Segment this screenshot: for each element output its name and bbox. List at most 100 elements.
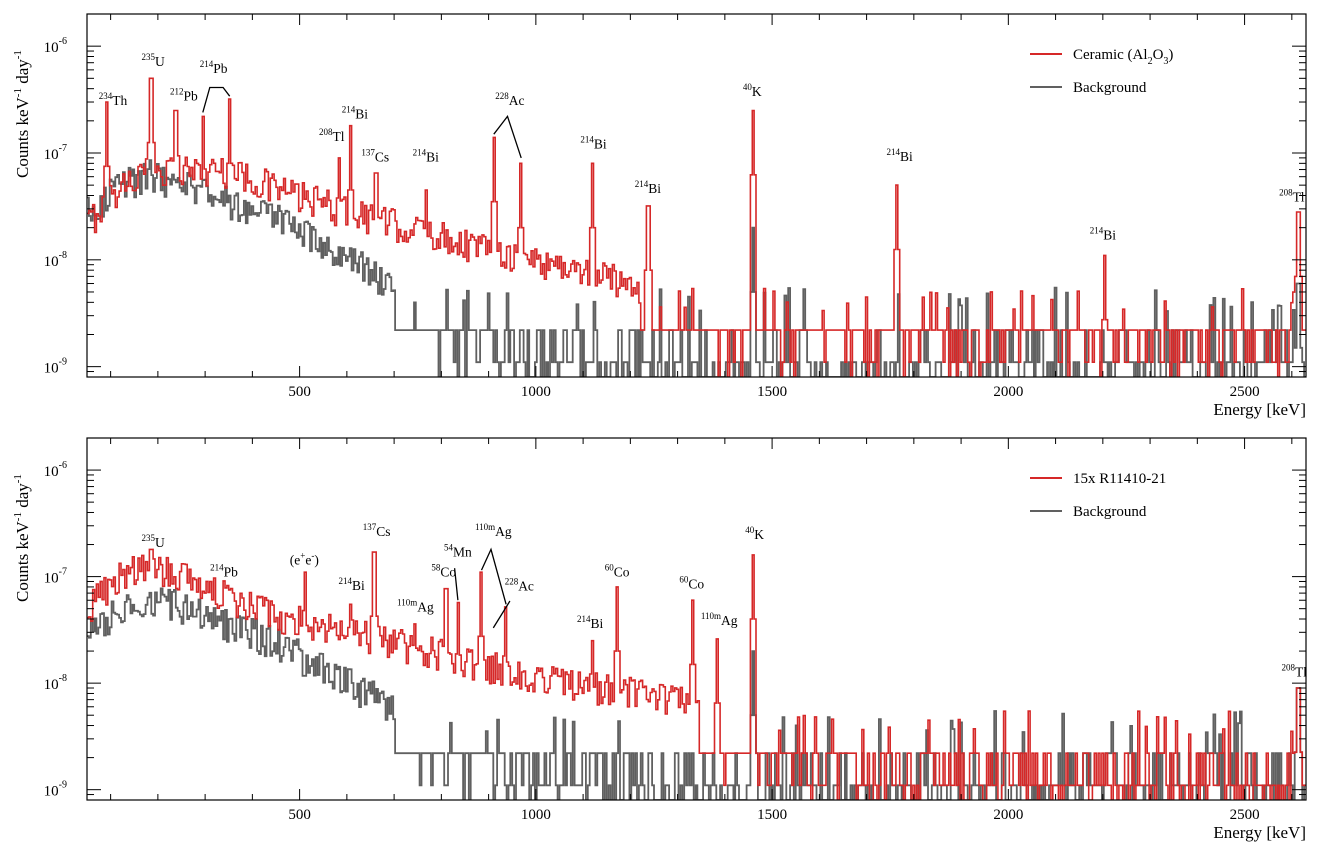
ann-iso: 40 bbox=[743, 82, 753, 92]
legend-part: O bbox=[1153, 47, 1164, 63]
y-tick-label-exp: -9 bbox=[59, 780, 67, 791]
x-tick-label: 500 bbox=[288, 807, 311, 823]
ann-element: Bi bbox=[426, 150, 439, 165]
y-tick-label: 10-7 bbox=[44, 143, 67, 163]
y-tick-label: 10-8 bbox=[44, 250, 67, 270]
legend-part: Background bbox=[1073, 504, 1147, 520]
peak-label: (e+e-) bbox=[290, 550, 319, 567]
peak-label: 54Mn bbox=[444, 542, 472, 559]
peak-label: 110mAg bbox=[397, 598, 434, 615]
y-tick-label-base: 10 bbox=[44, 254, 59, 270]
ann-iso: 228 bbox=[505, 577, 519, 587]
x-tick-label: 2000 bbox=[993, 807, 1023, 823]
x-axis-title: Energy [keV] bbox=[1213, 400, 1306, 419]
ann-element: Co bbox=[688, 577, 704, 592]
y-tick-label-base: 10 bbox=[44, 361, 59, 377]
ann-sup: - bbox=[311, 550, 314, 560]
ann-element: Bi bbox=[900, 149, 913, 164]
peak-label: 214Bi bbox=[887, 147, 914, 164]
y-tick-label-base: 10 bbox=[44, 571, 59, 587]
ann-element: Co bbox=[614, 565, 630, 580]
y-tick-label-exp: -9 bbox=[59, 357, 67, 368]
ann-element: Bi bbox=[355, 107, 368, 122]
peak-label: 212Pb bbox=[170, 86, 198, 103]
peak-label: 228Ac bbox=[495, 91, 524, 108]
y-tick-label-exp: -8 bbox=[59, 673, 67, 684]
y-tick-label-base: 10 bbox=[44, 40, 59, 56]
peak-label: 235U bbox=[142, 533, 166, 550]
ann-element: Bi bbox=[352, 578, 365, 593]
y-title-part: day bbox=[13, 59, 32, 88]
y-tick-label: 10-6 bbox=[44, 460, 67, 480]
ann-element: Bi bbox=[591, 616, 604, 631]
ann-iso: 214 bbox=[635, 179, 649, 189]
x-tick-label: 500 bbox=[288, 384, 311, 400]
y-tick-label-base: 10 bbox=[44, 784, 59, 800]
y-title-exp: -1 bbox=[12, 88, 24, 97]
ann-element: Pb bbox=[183, 88, 198, 103]
annotation-leader bbox=[453, 568, 459, 601]
peak-label: 208Tl bbox=[1279, 188, 1305, 205]
ann-iso: 208 bbox=[1281, 663, 1295, 673]
ann-element: Ag bbox=[417, 600, 434, 615]
ann-iso: 214 bbox=[887, 147, 901, 157]
y-tick-label-exp: -7 bbox=[59, 567, 67, 578]
ann-iso: 214 bbox=[338, 576, 352, 586]
ann-iso: 137 bbox=[363, 522, 377, 532]
x-axis-title: Energy [keV] bbox=[1213, 823, 1306, 842]
ann-iso: 40 bbox=[745, 525, 755, 535]
y-tick-label-base: 10 bbox=[44, 464, 59, 480]
ann-sup: + bbox=[300, 550, 305, 560]
annotation-leader bbox=[480, 547, 507, 605]
ann-iso: 137 bbox=[361, 148, 375, 158]
x-tick-label: 2500 bbox=[1230, 384, 1260, 400]
ann-element: Tl bbox=[332, 129, 344, 144]
x-tick-label: 1000 bbox=[521, 384, 551, 400]
peak-label: 214Pb bbox=[210, 563, 238, 580]
ann-element: U bbox=[155, 535, 165, 550]
ann-iso: 214 bbox=[200, 59, 214, 69]
ann-element: Pb bbox=[224, 565, 239, 580]
y-tick-label: 10-9 bbox=[44, 357, 67, 377]
peak-label: 40K bbox=[743, 82, 762, 99]
ann-part: (e bbox=[290, 552, 301, 567]
legend-part: 15x R11410-21 bbox=[1073, 471, 1166, 487]
ann-iso: 60 bbox=[605, 563, 615, 573]
ann-iso: 214 bbox=[210, 563, 224, 573]
ann-iso: 214 bbox=[580, 135, 594, 145]
ann-iso: 228 bbox=[495, 91, 509, 101]
ann-part: ) bbox=[314, 552, 319, 567]
peak-label: 214Bi bbox=[580, 135, 607, 152]
ann-element: K bbox=[754, 527, 764, 542]
ann-element: K bbox=[752, 84, 762, 99]
ann-iso: 214 bbox=[342, 105, 356, 115]
peak-label: 137Cs bbox=[363, 522, 391, 539]
ann-element: Mn bbox=[453, 544, 472, 559]
ann-element: Cs bbox=[376, 524, 390, 539]
ann-element: Bi bbox=[648, 181, 661, 196]
peak-label: 234Th bbox=[99, 91, 128, 108]
y-title-exp: -1 bbox=[12, 512, 24, 521]
y-tick-label: 10-8 bbox=[44, 673, 67, 693]
x-tick-label: 1500 bbox=[757, 807, 787, 823]
peak-label: 60Co bbox=[605, 563, 630, 580]
annotation-leader bbox=[202, 86, 231, 113]
y-title-part: day bbox=[13, 483, 32, 512]
ann-iso: 58 bbox=[431, 563, 441, 573]
ann-element: Tl bbox=[1295, 665, 1307, 680]
ann-iso: 214 bbox=[577, 614, 591, 624]
y-tick-label-exp: -8 bbox=[59, 250, 67, 261]
legend-label: Ceramic (Al2O3) bbox=[1073, 47, 1173, 67]
ann-iso: 235 bbox=[142, 52, 156, 62]
legend-part: Background bbox=[1073, 80, 1147, 96]
legend-label: Background bbox=[1073, 80, 1147, 96]
y-title-part: Counts keV bbox=[13, 96, 32, 177]
ann-element: Ac bbox=[518, 579, 534, 594]
x-tick-label: 2500 bbox=[1230, 807, 1260, 823]
peak-label: 228Ac bbox=[505, 577, 534, 594]
ann-iso: 110m bbox=[701, 611, 721, 621]
series-line-background bbox=[87, 159, 1306, 377]
peak-label: 214Bi bbox=[577, 614, 604, 631]
